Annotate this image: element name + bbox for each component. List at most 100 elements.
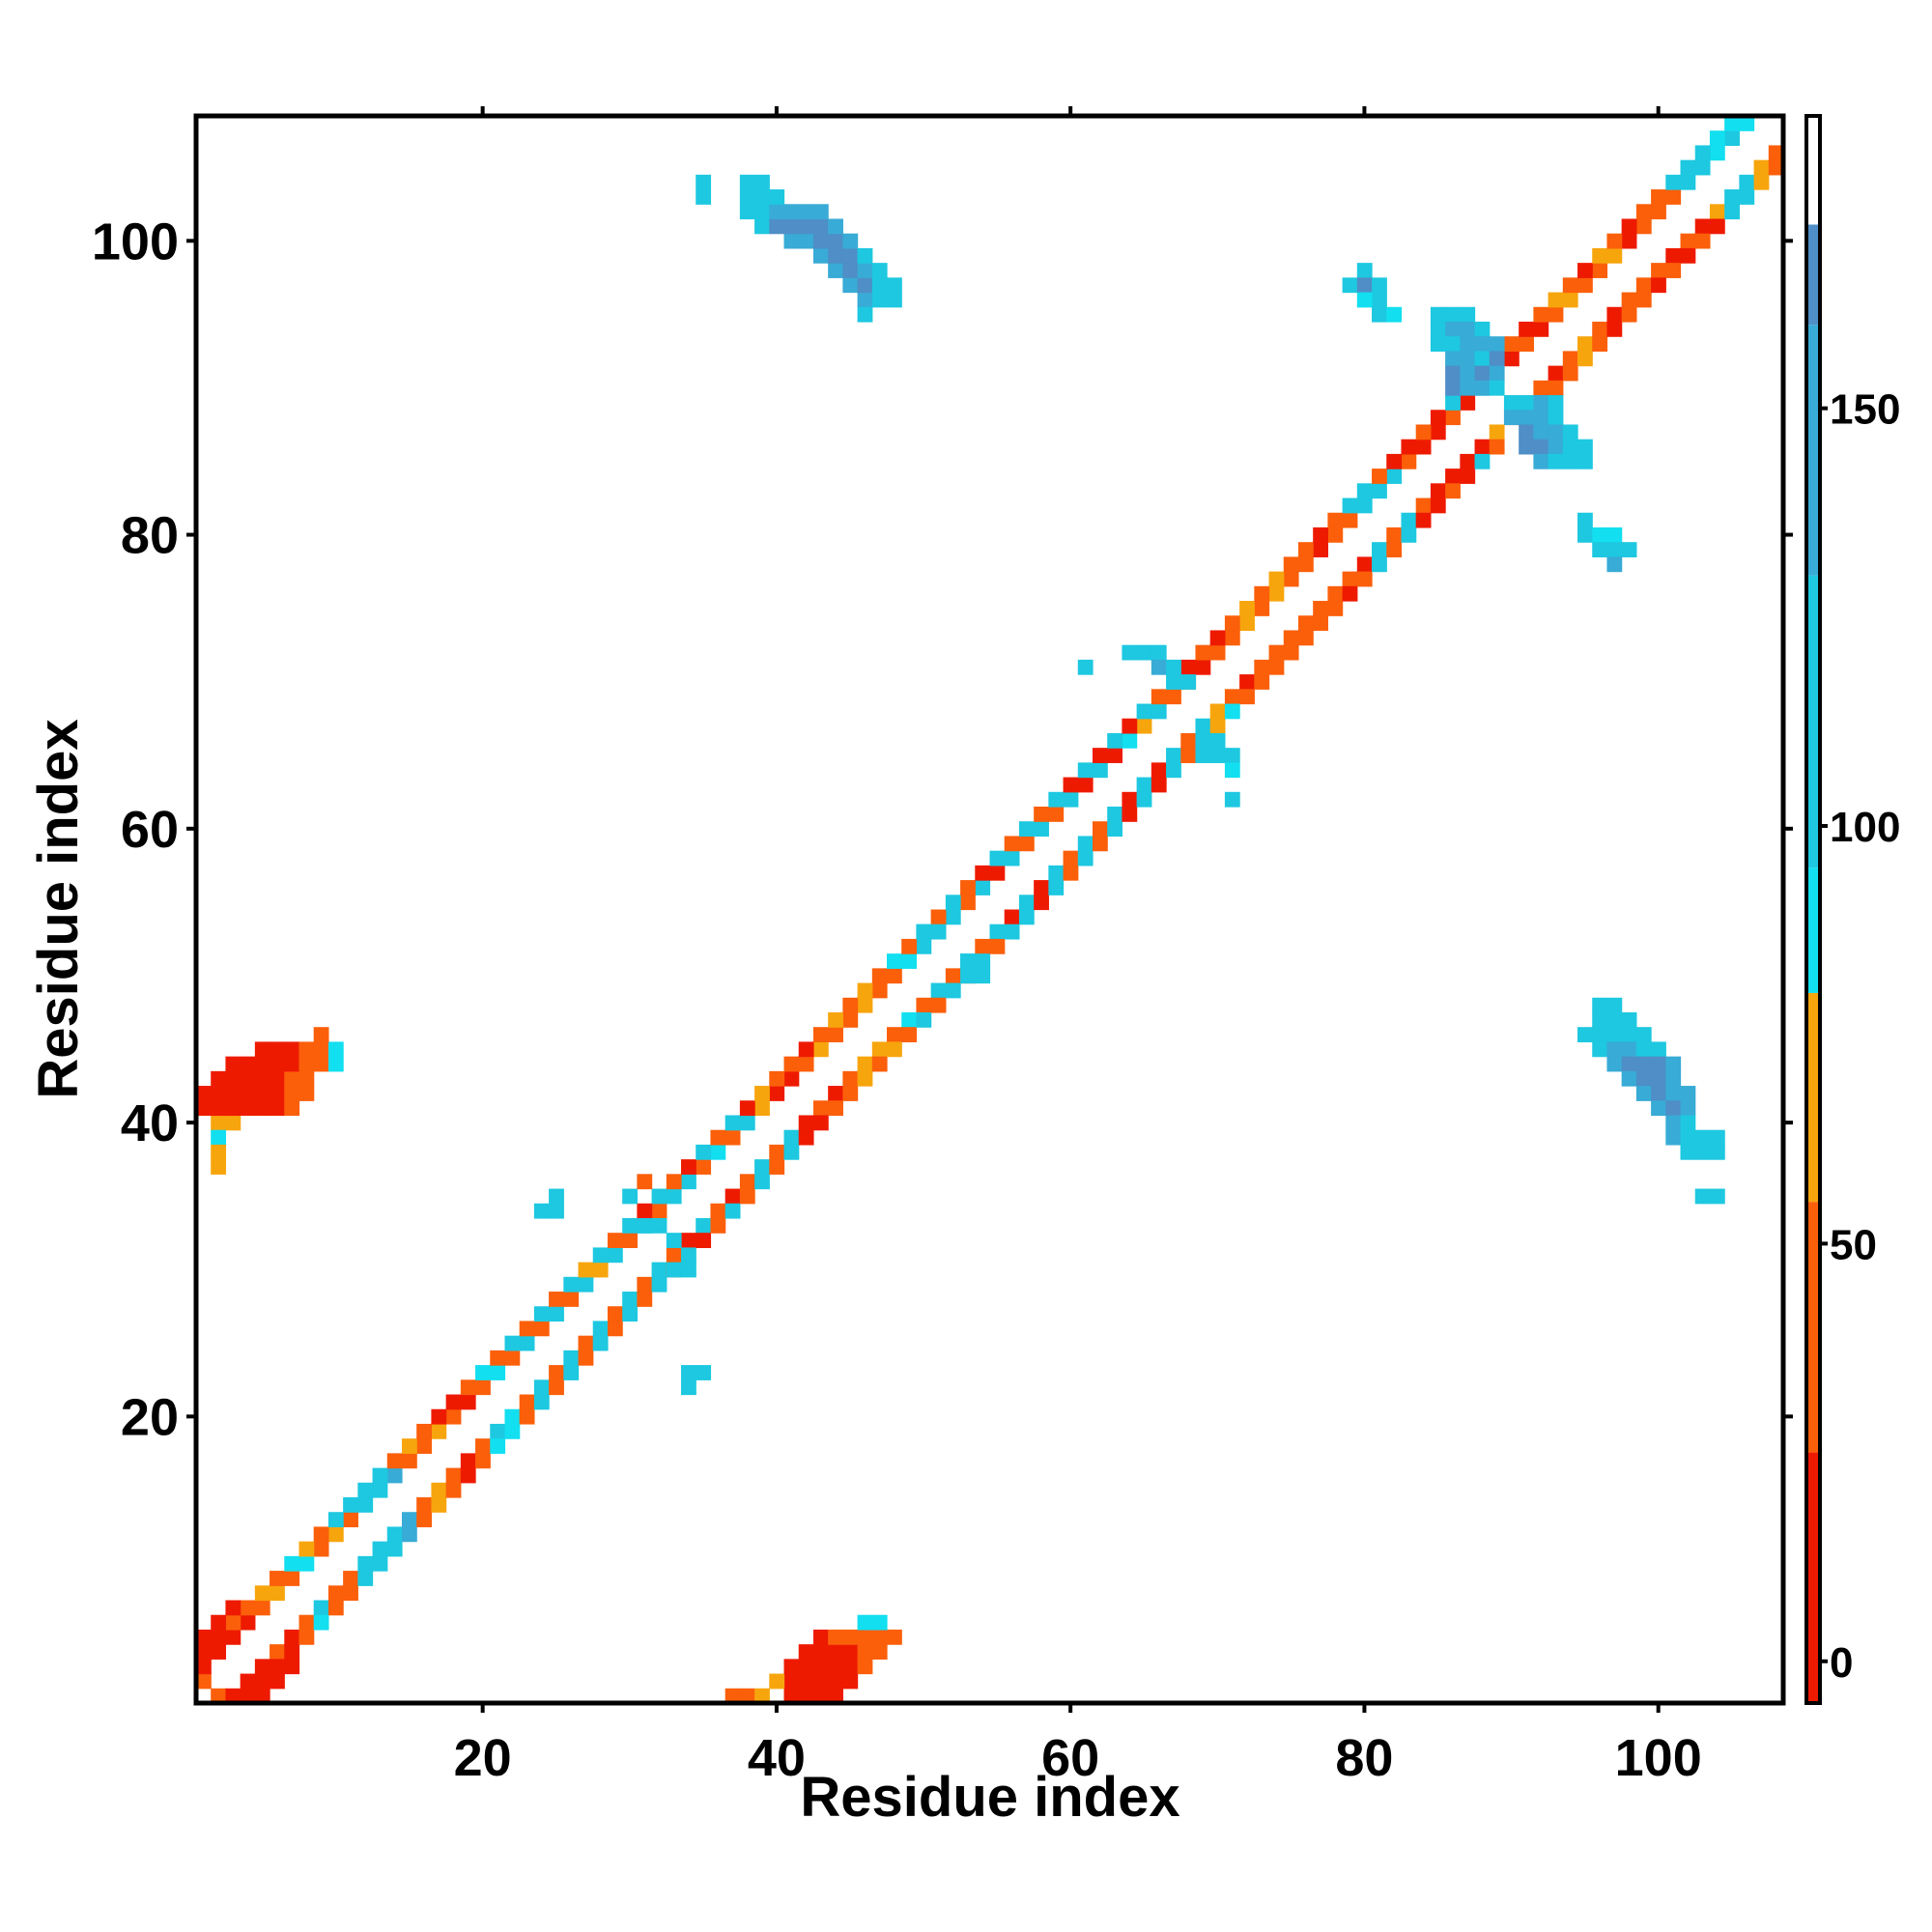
heatmap-cell — [1709, 218, 1725, 235]
heatmap-cell — [1651, 1041, 1666, 1058]
heatmap-cell — [578, 1335, 594, 1351]
heatmap-cell — [1460, 469, 1476, 484]
heatmap-cell — [724, 1688, 741, 1704]
heatmap-cell — [196, 1100, 212, 1117]
heatmap-cell — [1401, 526, 1417, 543]
heatmap-cell — [696, 1144, 712, 1160]
heatmap-cell — [533, 1203, 550, 1219]
x-axis-title: Residue index — [800, 1766, 1179, 1829]
heatmap-cell — [1004, 836, 1020, 852]
heatmap-cell — [1533, 453, 1549, 469]
heatmap-cell — [1651, 189, 1666, 205]
heatmap-cell — [1372, 306, 1387, 323]
heatmap-cell — [1635, 204, 1652, 220]
heatmap-cell — [1548, 306, 1564, 323]
heatmap-cell — [211, 1159, 227, 1175]
heatmap-cell — [372, 1482, 388, 1498]
colorbar-band — [1806, 325, 1820, 576]
heatmap-cell — [1372, 469, 1387, 484]
heatmap-cell — [1342, 512, 1358, 528]
heatmap-cell — [1709, 130, 1725, 147]
heatmap-cell — [270, 1571, 285, 1586]
heatmap-cell — [270, 1673, 285, 1690]
heatmap-cell — [327, 1585, 344, 1602]
heatmap-cell — [1180, 748, 1197, 763]
heatmap-cell — [1665, 1086, 1682, 1101]
heatmap-cell — [386, 1467, 403, 1484]
heatmap-cell — [357, 1497, 374, 1513]
heatmap-cell — [842, 1673, 859, 1690]
heatmap-cell — [1474, 336, 1491, 352]
heatmap-cell — [1356, 292, 1373, 308]
heatmap-cell — [1018, 909, 1035, 925]
heatmap-cell — [1239, 615, 1255, 632]
heatmap-cell — [1474, 380, 1491, 396]
heatmap-cell — [1209, 703, 1226, 720]
heatmap-cell — [1562, 453, 1578, 469]
heatmap-cell — [386, 1541, 403, 1557]
heatmap-cell — [327, 1056, 344, 1072]
heatmap-cell — [1122, 732, 1138, 749]
heatmap-cell — [1122, 718, 1138, 734]
heatmap-cell — [1562, 424, 1578, 440]
heatmap-cell — [1401, 453, 1417, 469]
heatmap-cell — [842, 233, 859, 249]
heatmap-cell — [1651, 1070, 1666, 1087]
heatmap-cell — [1474, 351, 1491, 367]
heatmap-cell — [1519, 395, 1534, 411]
heatmap-cell — [607, 1321, 623, 1337]
heatmap-cell — [1753, 159, 1770, 176]
heatmap-cell — [1401, 439, 1417, 455]
heatmap-cell — [1460, 453, 1476, 469]
heatmap-cell — [504, 1350, 521, 1366]
heatmap-cell — [960, 880, 976, 895]
heatmap-cell — [1356, 556, 1373, 573]
heatmap-cell — [1592, 542, 1608, 557]
heatmap-cell — [1430, 410, 1446, 426]
heatmap-cell — [1635, 1041, 1652, 1058]
heatmap-cell — [1063, 865, 1079, 881]
heatmap-cell — [254, 1659, 270, 1675]
heatmap-cell — [783, 233, 800, 249]
heatmap-cell — [313, 1056, 329, 1072]
heatmap-cell — [724, 1115, 741, 1131]
heatmap-cell — [1254, 601, 1270, 616]
heatmap-cell — [1048, 807, 1065, 822]
heatmap-cell — [475, 1365, 491, 1380]
heatmap-cell — [1592, 263, 1608, 278]
heatmap-cell — [460, 1467, 476, 1484]
heatmap-cell — [857, 247, 873, 264]
heatmap-cell — [857, 263, 873, 278]
heatmap-cell — [930, 923, 947, 940]
heatmap-cell — [798, 1056, 814, 1072]
heatmap-cell — [637, 1276, 653, 1293]
heatmap-cell — [284, 1041, 300, 1058]
heatmap-cell — [533, 1321, 550, 1337]
heatmap-cell — [842, 1070, 859, 1087]
heatmap-cell — [710, 1129, 726, 1146]
heatmap-cell — [1224, 703, 1240, 720]
heatmap-cell — [1386, 542, 1403, 557]
heatmap-cell — [1430, 321, 1446, 337]
heatmap-cell — [681, 1365, 696, 1380]
heatmap-cell — [754, 1688, 770, 1704]
heatmap-cell — [1209, 644, 1226, 661]
heatmap-cell — [254, 1600, 270, 1616]
heatmap-cell — [1254, 585, 1270, 602]
heatmap-cell — [401, 1526, 417, 1543]
heatmap-cell — [1592, 1011, 1608, 1028]
heatmap-cell — [1313, 542, 1328, 557]
heatmap-cell — [1577, 1027, 1593, 1043]
heatmap-cell — [1034, 895, 1049, 911]
heatmap-cell — [754, 1100, 770, 1117]
heatmap-cell — [1445, 336, 1461, 352]
heatmap-cell — [1709, 204, 1725, 220]
heatmap-cell — [211, 1086, 227, 1101]
heatmap-cell — [1635, 277, 1652, 294]
heatmap-cell — [1533, 321, 1549, 337]
heatmap-cell — [798, 1041, 814, 1058]
heatmap-cell — [211, 1644, 227, 1660]
heatmap-cell — [592, 1262, 609, 1278]
heatmap-cell — [445, 1408, 462, 1425]
